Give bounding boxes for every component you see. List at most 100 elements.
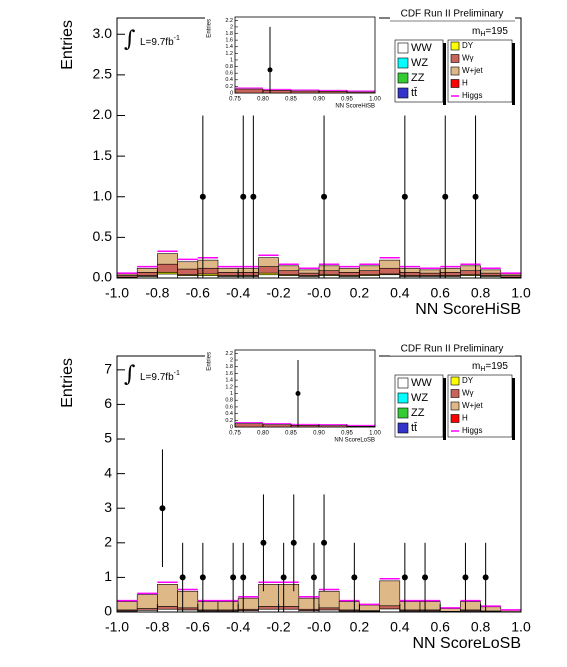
x-tick-label: 1.0: [511, 619, 531, 635]
x-tick-label: -0.2: [267, 285, 291, 301]
inset-y-tick-label: 0.6: [225, 404, 233, 410]
plot-area: [117, 449, 521, 612]
inset-y-tick-label: 1.4: [225, 378, 233, 384]
histogram-bar: [157, 606, 178, 610]
title-box: [390, 342, 515, 356]
inset-y-tick-label: 0: [230, 424, 233, 430]
y-tick-label: 5: [104, 430, 112, 446]
y-tick-label: 6: [104, 395, 112, 411]
data-point: [250, 193, 257, 200]
legend-label: H: [462, 79, 468, 88]
legend-swatch: [450, 389, 460, 398]
histogram-bar: [177, 261, 199, 270]
x-tick-label: 1.0: [511, 285, 531, 301]
mass-value: =195: [485, 361, 508, 372]
histogram-bar: [480, 272, 502, 276]
legend-label: WZ: [411, 57, 428, 69]
histogram-bar: [278, 606, 300, 610]
inset-y-tick-label: 2: [230, 357, 233, 363]
y-tick-label: 2.0: [93, 106, 113, 122]
legend-shadow: [512, 43, 515, 105]
inset-x-tick-label: 0.80: [257, 431, 269, 437]
inset-x-tick-label: 0.90: [313, 97, 325, 103]
legend-swatch: [450, 66, 460, 76]
data-point: [351, 574, 358, 581]
legend-label: tt̄: [411, 422, 417, 434]
histogram-bar: [480, 269, 502, 274]
inset-y-title: Entries: [207, 352, 213, 371]
data-point: [260, 539, 267, 546]
inset-y-tick-label: 1: [230, 391, 233, 397]
histogram-bar: [258, 257, 279, 267]
mass-m: m: [472, 26, 480, 37]
inset-y-tick-label: 1.4: [225, 44, 233, 50]
x-tick-label: -0.8: [145, 619, 169, 635]
inset-y-tick-label: 0.2: [225, 84, 233, 90]
legend-label: Higgs: [462, 426, 482, 435]
legend-swatch: [397, 57, 409, 69]
data-point: [401, 574, 408, 581]
inset-frame: [234, 16, 376, 94]
data-point: [321, 539, 328, 546]
histogram-bar: [157, 263, 178, 273]
histogram-bar: [237, 267, 259, 273]
inset-x-tick-label: 0.75: [229, 97, 241, 103]
legend-swatch: [397, 407, 409, 419]
mass-value: =195: [485, 26, 508, 37]
inset-y-tick-label: 1.6: [225, 38, 233, 44]
inset-y-tick-label: 1: [230, 57, 233, 63]
legend-label: ZZ: [411, 72, 425, 84]
legend-shadow: [443, 378, 446, 440]
histogram-bar: [318, 590, 340, 609]
inset-y-tick-label: 0.8: [225, 64, 233, 70]
legend-swatch: [450, 376, 460, 386]
histogram-bar: [157, 584, 178, 607]
histogram-bar: [197, 259, 219, 269]
histogram-bar: [419, 272, 441, 276]
histogram-bar: [298, 272, 320, 276]
data-point: [482, 574, 489, 581]
legend-swatch: [450, 79, 460, 88]
y-tick-label: 2: [104, 534, 112, 550]
histogram-bar: [460, 270, 481, 276]
histogram-bar: [117, 273, 138, 276]
inset-data-point: [295, 391, 301, 397]
histogram-bar: [258, 584, 279, 607]
y-axis-title: Entries: [59, 358, 76, 408]
x-tick-label: 0.4: [390, 285, 410, 301]
inset-x-tick-label: 0.85: [285, 431, 297, 437]
title-box: [390, 7, 515, 21]
data-point: [442, 193, 449, 200]
x-tick-label: -0.6: [186, 285, 210, 301]
inset-x-tick-label: 1.00: [369, 431, 381, 437]
data-point: [230, 574, 237, 581]
histogram-bar: [439, 267, 461, 273]
inset-y-tick-label: 2.2: [225, 351, 233, 357]
legend-label: H: [462, 414, 468, 423]
histogram-bar: [217, 601, 239, 611]
inset-y-tick-label: 1.6: [225, 371, 233, 377]
x-tick-label: -0.0: [307, 619, 331, 635]
x-tick-label: 0.4: [390, 619, 410, 635]
x-tick-label: -0.0: [307, 285, 331, 301]
inset-y-title: Entries: [207, 19, 213, 38]
legend-label: Higgs: [462, 91, 482, 100]
histogram-bar: [480, 606, 502, 612]
histogram-bar: [500, 273, 521, 276]
legend-label: Wγ: [462, 389, 474, 398]
y-tick-label: 1: [104, 568, 112, 584]
x-tick-label: -0.2: [267, 619, 291, 635]
inset-bar: [262, 90, 292, 94]
x-tick-label: 0.6: [430, 619, 450, 635]
histogram-bar: [379, 580, 401, 607]
inset-y-tick-label: 2: [230, 24, 233, 30]
inset-y-tick-label: 1.2: [225, 384, 233, 390]
legend-label: DY: [462, 41, 474, 50]
legend-label: ZZ: [411, 407, 425, 419]
x-tick-label: -0.6: [186, 619, 210, 635]
x-tick-label: -0.4: [226, 285, 250, 301]
histogram-bar: [258, 266, 279, 274]
y-axis-title: Entries: [59, 20, 76, 70]
histogram-bar: [278, 584, 300, 607]
inset-data-point: [267, 67, 273, 73]
